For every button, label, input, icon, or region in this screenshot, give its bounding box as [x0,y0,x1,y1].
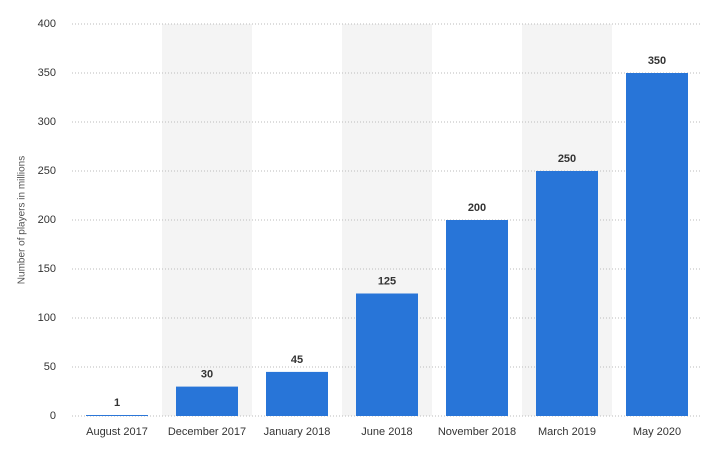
bar [536,171,598,416]
x-tick-label: May 2020 [633,426,681,438]
bar [176,386,238,416]
x-tick-label: December 2017 [168,426,246,438]
bar [446,220,508,416]
y-tick-label: 250 [38,165,56,177]
bar [626,73,688,416]
bar [356,293,418,416]
data-label: 45 [291,354,303,366]
x-tick-label: November 2018 [438,426,516,438]
data-label: 1 [114,397,120,409]
y-tick-label: 150 [38,263,56,275]
y-tick-label: 350 [38,67,56,79]
bar [266,371,328,416]
y-axis-label: Number of players in millions [17,156,28,284]
x-tick-label: March 2019 [538,426,596,438]
y-tick-label: 100 [38,312,56,324]
y-tick-label: 0 [50,410,56,422]
x-tick-label: June 2018 [361,426,412,438]
x-tick-label: January 2018 [264,426,331,438]
data-label: 350 [648,55,666,67]
y-tick-label: 300 [38,116,56,128]
data-label: 250 [558,153,576,165]
data-label: 200 [468,202,486,214]
data-label: 125 [378,275,396,287]
bar [86,415,148,416]
y-tick-label: 200 [38,214,56,226]
y-tick-label: 50 [44,361,56,373]
y-tick-label: 400 [38,18,56,30]
data-label: 30 [201,369,213,381]
x-tick-label: August 2017 [86,426,148,438]
